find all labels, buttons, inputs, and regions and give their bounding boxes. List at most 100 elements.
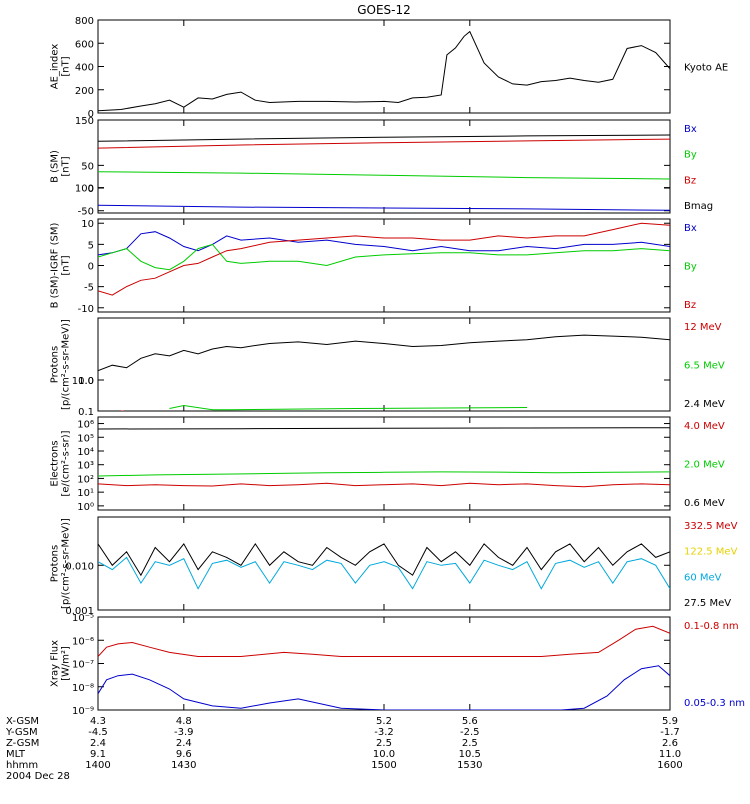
- panel-5: 10⁰ 10¹ 10² 10³ 10⁴ 10⁵ 10⁶ Electrons [e/(cm²-s-…: [50, 416, 725, 513]
- y-tick-label: 0.1: [78, 407, 94, 418]
- series-line-by: [98, 171, 670, 180]
- series-line-0-6-mev: [98, 427, 670, 430]
- y-tick-label: -5: [84, 283, 94, 294]
- y-axis-label: Protons [p/(cm²-s-sr-MeV)]: [50, 319, 72, 410]
- y-axis-label-line: [nT]: [61, 56, 72, 76]
- y-axis-label: Xray Flux [W/m²]: [50, 640, 72, 687]
- series-line-bz: [98, 138, 670, 149]
- x-row-label: Y-GSM: [5, 727, 38, 738]
- x-tick-label: 2.5: [462, 738, 478, 749]
- panel-frame: [97, 516, 671, 611]
- x-tick-label: 1530: [457, 760, 482, 771]
- panel-frame: [97, 317, 671, 412]
- y-axis-label-line: [e/(cm²-s-sr)]: [61, 430, 72, 496]
- x-tick-label: 1430: [171, 760, 196, 771]
- legend-entry: By: [684, 262, 697, 273]
- y-tick-label: 0.001: [65, 606, 94, 617]
- y-tick-label: -50: [78, 207, 94, 218]
- legend-entry: Bz: [684, 300, 696, 311]
- legend-entry: 2.4 MeV: [684, 399, 725, 410]
- x-tick-label: 2.4: [176, 738, 192, 749]
- y-axis-label: Electrons [e/(cm²-s-sr)]: [50, 430, 72, 496]
- series-line-6-5-mev: [169, 404, 528, 411]
- y-tick-label: 50: [81, 161, 94, 172]
- y-tick-label: 10: [81, 219, 94, 230]
- x-tick-label: 11.0: [659, 749, 681, 760]
- series-line-2-0-mev: [98, 471, 670, 477]
- legend-entry: 0.6 MeV: [684, 498, 725, 509]
- series-line-kyoto-ae: [98, 30, 670, 112]
- x-row-label: hhmm: [6, 760, 38, 771]
- x-row-label: Z-GSM: [6, 738, 39, 749]
- legend-entry: 0.1-0.8 nm: [684, 621, 739, 632]
- series-line-4-0-mev: [98, 482, 670, 488]
- y-tick-label: 150: [75, 116, 94, 127]
- y-tick-label: 1.0: [78, 376, 94, 387]
- legend-entry: By: [684, 150, 697, 161]
- panel-frame: [97, 416, 671, 511]
- legend-entry: Bmag: [684, 201, 713, 212]
- y-axis-label-line: AE_index: [50, 44, 61, 90]
- panel-7: 10⁻⁹ 10⁻⁸ 10⁻⁷ 10⁻⁶ 10⁻⁵ Xray Flux [W/m²] 0.1-0…: [50, 613, 746, 717]
- y-tick-label: 10.0: [72, 376, 94, 387]
- y-tick-label: 0.010: [65, 561, 94, 572]
- panel-frame: [97, 616, 671, 711]
- series-line-0-1-0-8-nm: [98, 625, 670, 657]
- series-line-0-05-0-3-nm: [98, 665, 670, 710]
- y-tick-label: 100: [75, 184, 94, 195]
- y-tick-label: 10⁵: [77, 433, 94, 444]
- y-axis-label-line: [nT]: [61, 255, 72, 275]
- y-axis-label-line: B (SM)-IGRF (SM): [50, 223, 61, 309]
- x-tick-label: 9.1: [90, 749, 106, 760]
- y-tick-label: 5: [88, 240, 94, 251]
- y-tick-label: 10²: [77, 474, 94, 485]
- y-tick-label: 10⁻⁵: [72, 613, 94, 624]
- legend-entry: 6.5 MeV: [684, 361, 725, 372]
- y-tick-label: 0: [88, 109, 94, 120]
- y-axis-label-line: [p/(cm²-s-sr-MeV)]: [61, 319, 72, 410]
- series-line-bz: [98, 222, 670, 296]
- x-tick-label: 1600: [657, 760, 682, 771]
- x-tick-label: 10.5: [459, 749, 481, 760]
- legend-entry: 122.5 MeV: [684, 547, 738, 558]
- y-tick-label: 10⁻⁷: [72, 660, 94, 671]
- y-tick-label: 10¹: [77, 488, 94, 499]
- y-tick-label: 600: [75, 39, 94, 50]
- legend-entry: Bx: [684, 223, 697, 234]
- y-axis-label-line: Xray Flux: [50, 640, 61, 687]
- x-tick-label: 4.3: [90, 716, 106, 727]
- legend-entry: Kyoto AE: [684, 63, 728, 74]
- legend-entry: 2.0 MeV: [684, 460, 725, 471]
- y-axis-label-line: Electrons: [50, 440, 61, 486]
- y-tick-label: 200: [75, 86, 94, 97]
- series-line-bmag: [98, 134, 670, 142]
- y-tick-label: 10⁴: [77, 447, 94, 458]
- panel-2: -50 0 50 100 150 B (SM) [nT] Bx By Bz Bmag: [50, 116, 714, 218]
- x-row-label: X-GSM: [6, 716, 39, 727]
- y-axis-label-line: B (SM): [50, 150, 61, 183]
- y-tick-label: 10⁰: [77, 502, 94, 513]
- x-axis-table: X-GSM 4.3 4.8 5.2 5.6 5.9 Y-GSM -4.5 -3.9 -3.2 -2.…: [5, 716, 683, 782]
- legend-entry: 27.5 MeV: [684, 598, 731, 609]
- series-line-60-mev: [98, 556, 670, 590]
- x-tick-label: 2.4: [90, 738, 106, 749]
- x-tick-label: 1400: [85, 760, 110, 771]
- x-tick-label: 5.2: [376, 716, 392, 727]
- x-tick-label: 5.6: [462, 716, 478, 727]
- legend-entry: Bz: [684, 175, 696, 186]
- x-tick-label: 2.6: [662, 738, 678, 749]
- legend-entry: 60 MeV: [684, 572, 722, 583]
- legend-entry: 332.5 MeV: [684, 521, 738, 532]
- x-row-label: MLT: [6, 749, 26, 760]
- x-tick-label: 2.5: [376, 738, 392, 749]
- x-tick-label: -3.9: [174, 727, 194, 738]
- legend-entry: Bx: [684, 124, 697, 135]
- legend-entry: 4.0 MeV: [684, 421, 725, 432]
- x-tick-label: -2.5: [460, 727, 480, 738]
- y-axis-label: AE_index [nT]: [50, 44, 72, 90]
- x-tick-label: -1.7: [660, 727, 680, 738]
